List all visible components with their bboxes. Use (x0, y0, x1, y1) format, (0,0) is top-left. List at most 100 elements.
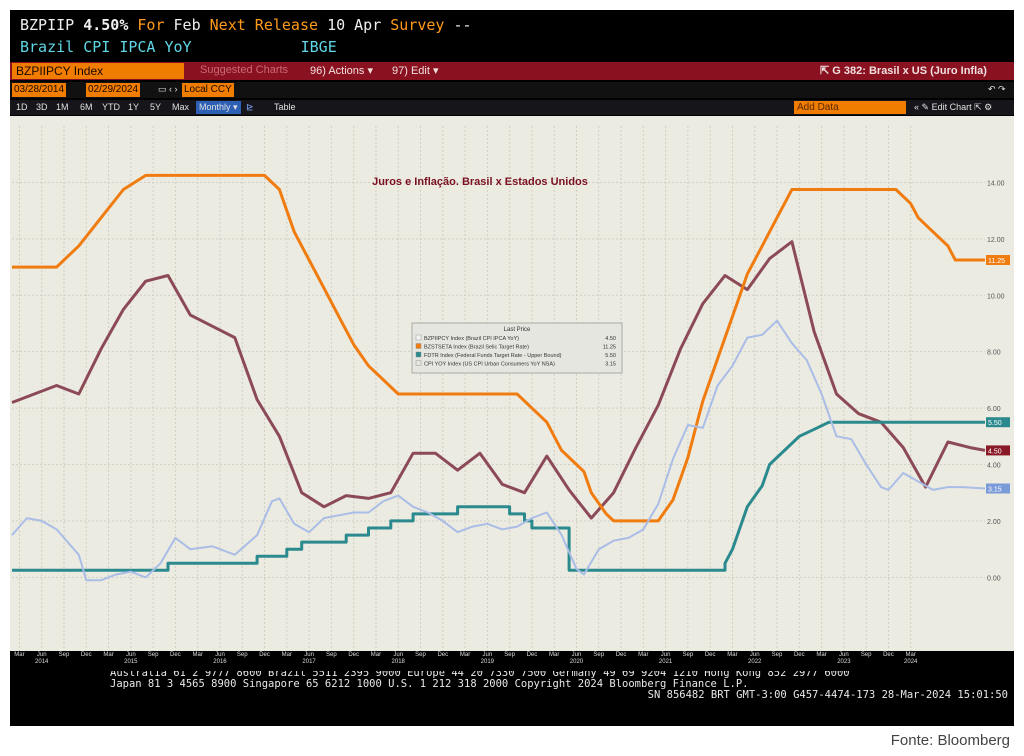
start-date-field[interactable]: 03/28/2014 (12, 83, 67, 97)
x-tick-label: Mar (192, 652, 203, 658)
frequency-dropdown[interactable]: Monthly ▾ (196, 101, 241, 114)
legend-swatch (415, 360, 422, 366)
period-6m[interactable]: 6M (80, 102, 93, 112)
security-field[interactable]: BZPIIPCY Index (12, 63, 184, 79)
period-5y[interactable]: 5Y (150, 102, 162, 112)
date-bar: 03/28/2014 02/29/2024 ▭ ‹ › Local CCY ↶ … (10, 82, 1014, 98)
legend-entry: BZSTSETA Index (Brazil Selic Target Rate… (424, 345, 529, 351)
x-tick-label: Dec (80, 652, 92, 658)
currency-field[interactable]: Local CCY (182, 83, 234, 97)
period-1d[interactable]: 1D (16, 102, 28, 112)
add-data-field[interactable]: Add Data (794, 101, 906, 114)
period-bar: 1D 3D 1M 6M YTD 1Y 5Y Max Monthly ▾ ⊵ Ta… (10, 100, 1014, 115)
period-1y[interactable]: 1Y (128, 102, 140, 112)
x-year-label: 2017 (302, 659, 316, 665)
x-tick-label: Jun (215, 652, 225, 658)
x-tick-label: Mar (727, 652, 738, 658)
popout-icon: ⇱ (820, 65, 830, 77)
x-tick-label: Jun (304, 652, 314, 658)
period-1m[interactable]: 1M (56, 102, 69, 112)
x-tick-label: Jun (660, 652, 671, 658)
x-year-label: 2024 (904, 659, 918, 665)
last-value: 4.50% (83, 16, 129, 34)
legend-value: 11.25 (603, 345, 616, 351)
nav-arrows-icon[interactable]: ▭ ‹ › (158, 84, 178, 94)
legend-entry: BZPIIPCY Index (Brazil CPI IPCA YoY) (424, 336, 519, 342)
x-tick-label: Sep (58, 652, 70, 658)
header-line-1: BZPIIP 4.50% For Feb Next Release 10 Apr… (20, 16, 472, 34)
x-year-label: 2019 (480, 659, 495, 665)
actions-menu[interactable]: 96) Actions ▾ (310, 65, 373, 77)
chart-title-link[interactable]: ⇱ G 382: Brasil x US (Juro Infla) (820, 65, 987, 77)
x-year-label: 2020 (569, 659, 584, 665)
edit-menu[interactable]: 97) Edit ▾ (392, 65, 439, 77)
undo-icon[interactable]: ↶ ↷ (988, 84, 1006, 94)
x-tick-label: Mar (459, 652, 471, 658)
ticker: BZPIIP (20, 16, 75, 34)
y-tick-label: 14.00 (987, 180, 1005, 187)
x-tick-label: Mar (14, 652, 25, 658)
suggested-charts-menu[interactable]: Suggested Charts (200, 64, 289, 76)
next-release-date: 10 Apr (327, 16, 382, 34)
x-tick-label: Mar (638, 652, 649, 658)
x-tick-label: Jun (393, 652, 404, 658)
source-note: Fonte: Bloomberg (890, 732, 1010, 749)
y-tick-label: 8.00 (987, 350, 1001, 357)
series-line-3 (11, 319, 986, 582)
x-tick-label: Dec (793, 652, 805, 658)
y-tick-label: 2.00 (987, 519, 1001, 526)
edit-chart-button[interactable]: « ✎ Edit Chart ⇱ ⚙ (914, 102, 993, 112)
period-ytd[interactable]: YTD (102, 102, 120, 112)
legend-box (411, 322, 623, 374)
end-date-field[interactable]: 02/29/2024 (86, 83, 141, 97)
y-tick-label: 10.00 (987, 293, 1005, 300)
y-tick-label: 0.00 (987, 575, 1001, 582)
x-tick-label: Dec (348, 652, 359, 658)
x-tick-label: Dec (883, 652, 894, 658)
for-label: For (137, 16, 165, 34)
x-tick-label: Jun (749, 652, 760, 658)
x-tick-label: Jun (571, 652, 582, 658)
x-tick-label: Sep (326, 652, 337, 658)
x-tick-label: Sep (415, 652, 426, 658)
x-tick-label: Mar (905, 652, 916, 658)
legend-value: 3.15 (605, 362, 616, 368)
bloomberg-terminal: BZPIIP 4.50% For Feb Next Release 10 Apr… (10, 10, 1014, 726)
x-tick-label: Jun (125, 652, 136, 658)
period-max[interactable]: Max (172, 102, 190, 112)
x-tick-label: Mar (103, 652, 114, 658)
x-tick-label: Dec (259, 652, 270, 658)
series-line-1 (12, 173, 985, 523)
x-axis-labels: Mar Jun 2014 Sep Dec Mar Jun 2015 Sep Dec Mar Jun 20… (10, 651, 1014, 671)
x-tick-label: Jun (839, 652, 849, 658)
x-tick-label: Sep (860, 652, 872, 658)
x-tick-label: Dec (437, 652, 449, 658)
x-year-label: 2018 (391, 659, 405, 665)
last-value-label: 3.15 (988, 487, 1002, 494)
last-value-tag (986, 483, 1010, 494)
x-year-label: 2022 (748, 659, 762, 665)
chart-type-icon[interactable]: ⊵ (246, 102, 254, 112)
x-tick-label: Sep (682, 652, 694, 658)
x-tick-label: Dec (615, 652, 627, 658)
chart-title: Juros e Inflação. Brasil x Estados Unido… (372, 176, 588, 188)
period-3d[interactable]: 3D (36, 102, 48, 112)
x-tick-label: Mar (549, 652, 560, 658)
x-tick-label: Sep (147, 652, 159, 658)
command-bar: BZPIIPCY Index Suggested Charts 96) Acti… (10, 62, 1014, 80)
y-tick-label: 12.00 (987, 237, 1005, 244)
x-tick-label: Mar (370, 652, 382, 658)
table-button[interactable]: Table (274, 102, 296, 112)
legend-entry: FDTR Index (Federal Funds Target Rate - … (424, 353, 562, 359)
legend-title: Last Price (504, 327, 531, 333)
survey-value: -- (453, 16, 472, 34)
series-line-2 (12, 420, 985, 572)
last-value-tag (986, 255, 1010, 265)
x-year-label: 2023 (837, 659, 851, 665)
x-tick-label: Sep (771, 652, 783, 658)
x-tick-label: Mar (816, 652, 827, 658)
x-tick-label: Sep (504, 652, 515, 658)
x-tick-label: Dec (170, 652, 181, 658)
last-value-tag (986, 445, 1010, 456)
chart-svg: 0.00 2.00 4.00 6.00 8.00 10.00 12.00 14.00 4.50 1… (10, 126, 1014, 664)
